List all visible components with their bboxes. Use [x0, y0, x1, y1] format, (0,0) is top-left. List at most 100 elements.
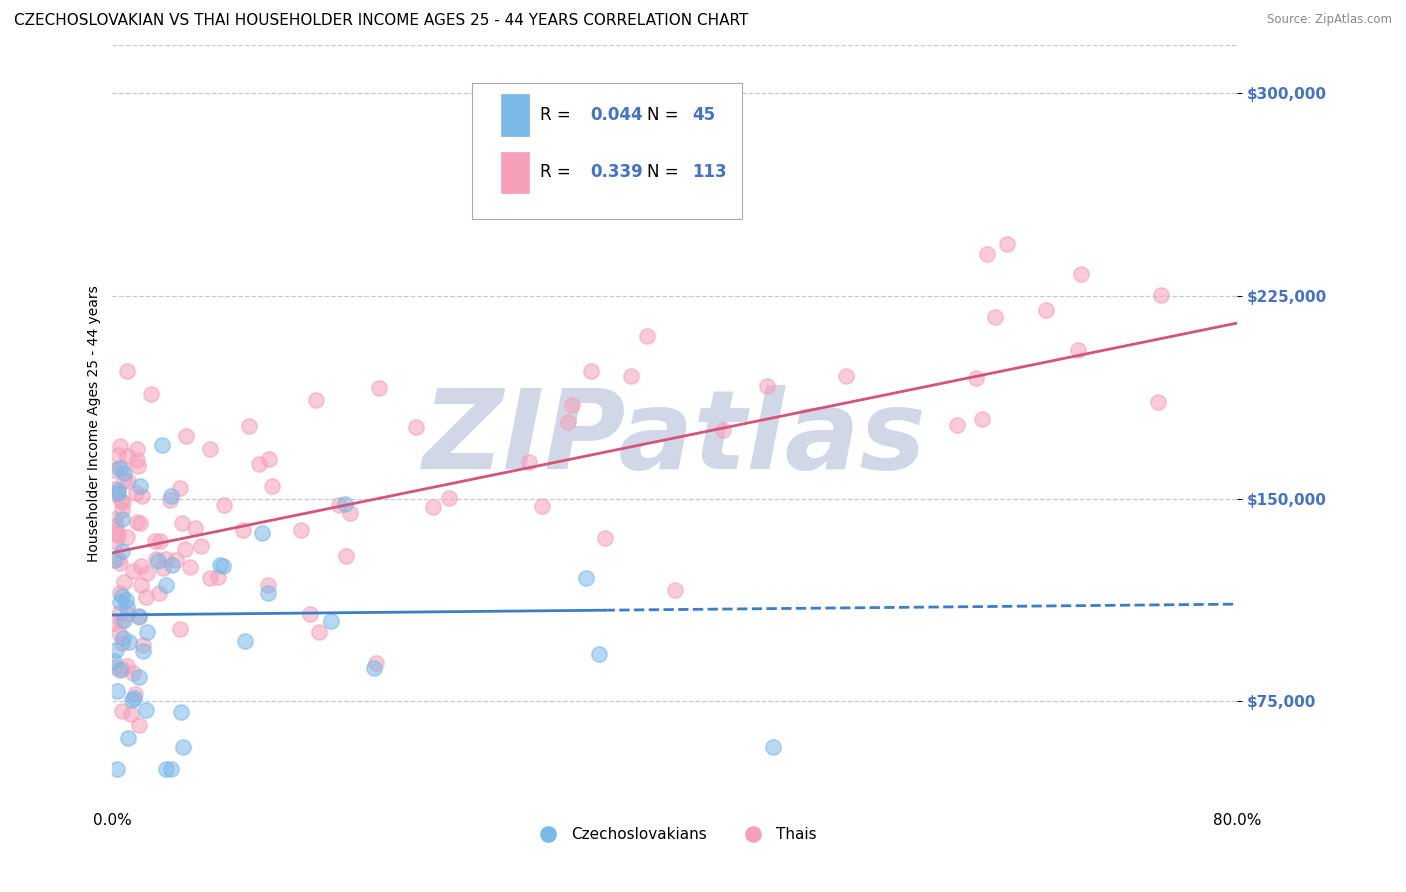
- Point: [160, 489, 183, 503]
- Point: [107, 449, 129, 463]
- Point: [328, 498, 350, 512]
- Point: [405, 420, 427, 434]
- Point: [149, 534, 172, 549]
- Point: [238, 418, 260, 433]
- Point: [557, 415, 579, 429]
- Point: [333, 497, 356, 511]
- Point: [110, 493, 132, 508]
- Point: [152, 561, 174, 575]
- Point: [122, 666, 145, 681]
- Point: [128, 718, 150, 732]
- Point: [965, 370, 987, 384]
- Point: [174, 429, 197, 443]
- Point: [155, 762, 177, 776]
- Point: [172, 740, 194, 755]
- Point: [579, 364, 602, 378]
- Point: [107, 552, 129, 566]
- Point: [593, 531, 616, 545]
- Point: [1067, 343, 1090, 358]
- Point: [111, 502, 134, 516]
- Point: [112, 466, 135, 480]
- Point: [117, 731, 139, 746]
- Point: [262, 479, 284, 493]
- Point: [110, 704, 132, 718]
- Point: [530, 499, 553, 513]
- Point: [762, 740, 785, 755]
- Point: [105, 762, 128, 776]
- Point: [588, 647, 610, 661]
- Text: 45: 45: [692, 106, 714, 124]
- Point: [233, 633, 256, 648]
- Point: [105, 487, 128, 501]
- Point: [713, 423, 735, 437]
- Point: [127, 453, 149, 467]
- Y-axis label: Householder Income Ages 25 - 44 years: Householder Income Ages 25 - 44 years: [87, 285, 101, 562]
- Point: [135, 590, 157, 604]
- Point: [139, 387, 162, 401]
- Point: [135, 566, 157, 581]
- Point: [107, 486, 129, 500]
- Point: [105, 527, 128, 541]
- Point: [132, 644, 155, 658]
- Point: [127, 442, 149, 457]
- Point: [135, 703, 157, 717]
- Point: [111, 662, 134, 676]
- Point: [169, 481, 191, 495]
- Point: [1035, 302, 1057, 317]
- Point: [110, 585, 132, 599]
- Point: [124, 687, 146, 701]
- Point: [169, 706, 191, 720]
- Point: [835, 369, 858, 384]
- Point: [115, 364, 138, 378]
- Point: [117, 475, 139, 489]
- Text: R =: R =: [540, 106, 576, 124]
- Point: [103, 654, 125, 668]
- Point: [155, 551, 177, 566]
- Point: [198, 442, 221, 456]
- Point: [198, 571, 221, 585]
- Text: Source: ZipAtlas.com: Source: ZipAtlas.com: [1267, 13, 1392, 27]
- Point: [183, 520, 205, 534]
- FancyBboxPatch shape: [472, 83, 742, 219]
- Point: [115, 659, 138, 673]
- Point: [103, 463, 125, 477]
- Point: [129, 479, 152, 493]
- Point: [664, 583, 686, 598]
- Point: [995, 236, 1018, 251]
- Point: [519, 455, 541, 469]
- Point: [620, 369, 643, 384]
- Point: [363, 661, 385, 675]
- Point: [104, 535, 127, 549]
- Point: [305, 392, 328, 407]
- Point: [174, 541, 197, 556]
- Point: [561, 398, 583, 412]
- Point: [1070, 267, 1092, 281]
- Point: [575, 571, 598, 585]
- Point: [1146, 395, 1168, 409]
- Point: [135, 624, 157, 639]
- Point: [104, 660, 127, 674]
- Point: [105, 684, 128, 698]
- Point: [129, 558, 152, 573]
- Point: [165, 552, 187, 566]
- Point: [335, 549, 357, 563]
- Point: [128, 670, 150, 684]
- Point: [122, 690, 145, 705]
- Text: N =: N =: [647, 106, 683, 124]
- Point: [368, 381, 391, 395]
- Point: [117, 599, 139, 614]
- Point: [108, 556, 131, 570]
- Point: [755, 379, 778, 393]
- Point: [150, 437, 173, 451]
- Point: [232, 524, 254, 538]
- Point: [257, 578, 280, 592]
- Point: [422, 500, 444, 515]
- Point: [169, 622, 191, 636]
- Point: [145, 551, 167, 566]
- Point: [129, 516, 152, 531]
- Point: [117, 607, 139, 622]
- Point: [108, 460, 131, 475]
- Point: [128, 610, 150, 624]
- Point: [111, 589, 134, 603]
- Point: [946, 417, 969, 432]
